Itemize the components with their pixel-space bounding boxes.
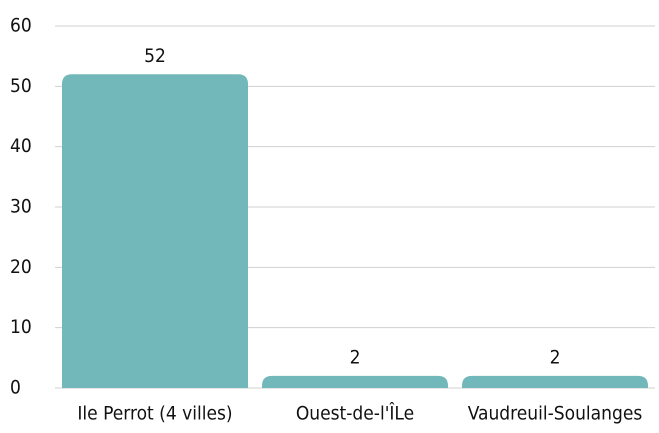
data-label: 52 [144, 45, 166, 67]
y-tick-label: 40 [10, 135, 32, 157]
bar [262, 375, 448, 388]
data-label: 2 [550, 346, 561, 368]
y-tick-label: 50 [10, 75, 32, 97]
y-tick-label: 0 [10, 377, 21, 399]
x-tick-label: Ile Perrot (4 villes) [77, 403, 232, 425]
x-tick-label: Vaudreuil-Soulanges [468, 403, 643, 425]
bar [462, 375, 648, 388]
bar [62, 74, 248, 389]
y-tick-label: 30 [10, 196, 32, 218]
data-label: 2 [350, 346, 361, 368]
y-tick-label: 60 [10, 15, 32, 37]
y-tick-label: 10 [10, 316, 32, 338]
x-tick-label: Ouest-de-l'ÎLe [296, 402, 414, 425]
y-tick-label: 20 [10, 256, 32, 278]
